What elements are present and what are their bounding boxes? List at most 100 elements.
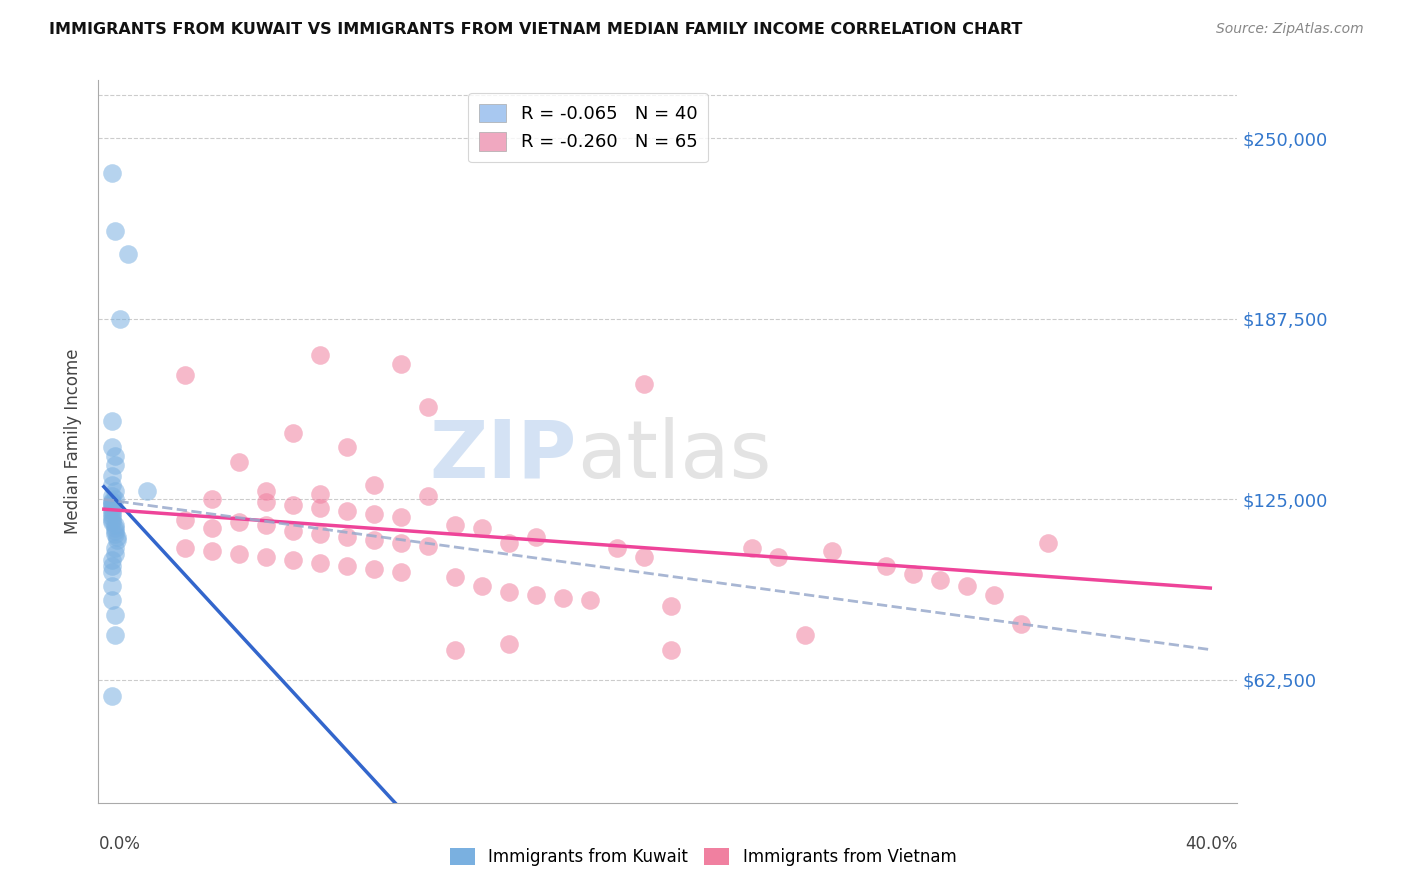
Point [101, 579, 124, 593]
Point [104, 521, 127, 535]
Point [101, 166, 124, 180]
Point [983, 588, 1005, 602]
Point [875, 558, 897, 573]
Point [794, 628, 817, 642]
Point [104, 524, 127, 538]
Point [768, 550, 790, 565]
Point [281, 553, 304, 567]
Point [101, 498, 124, 512]
Point [101, 504, 124, 518]
Point [956, 579, 979, 593]
Point [228, 547, 250, 561]
Point [104, 223, 127, 237]
Point [101, 495, 124, 509]
Point [741, 541, 763, 556]
Point [173, 368, 195, 382]
Point [606, 541, 628, 556]
Point [201, 544, 224, 558]
Point [659, 642, 682, 657]
Point [471, 579, 494, 593]
Point [389, 509, 412, 524]
Point [101, 469, 124, 483]
Point [578, 593, 600, 607]
Point [101, 553, 124, 567]
Point [173, 512, 195, 526]
Point [101, 414, 124, 428]
Point [498, 637, 520, 651]
Y-axis label: Median Family Income: Median Family Income [65, 349, 83, 534]
Text: Source: ZipAtlas.com: Source: ZipAtlas.com [1216, 22, 1364, 37]
Point [389, 535, 412, 549]
Text: 0.0%: 0.0% [98, 835, 141, 854]
Point [104, 541, 127, 556]
Point [108, 311, 131, 326]
Point [498, 535, 520, 549]
Point [281, 425, 304, 440]
Legend: R = -0.065   N = 40, R = -0.260   N = 65: R = -0.065 N = 40, R = -0.260 N = 65 [468, 93, 709, 162]
Point [363, 507, 385, 521]
Point [105, 533, 128, 547]
Point [136, 483, 159, 498]
Point [308, 527, 330, 541]
Text: IMMIGRANTS FROM KUWAIT VS IMMIGRANTS FROM VIETNAM MEDIAN FAMILY INCOME CORRELATI: IMMIGRANTS FROM KUWAIT VS IMMIGRANTS FRO… [49, 22, 1022, 37]
Point [443, 570, 465, 584]
Point [1038, 535, 1060, 549]
Point [101, 507, 124, 521]
Point [254, 518, 277, 533]
Point [254, 495, 277, 509]
Point [101, 509, 124, 524]
Point [363, 533, 385, 547]
Point [416, 490, 439, 504]
Point [201, 521, 224, 535]
Point [336, 530, 359, 544]
Point [633, 376, 655, 391]
Point [281, 498, 304, 512]
Point [101, 440, 124, 454]
Point [104, 607, 127, 622]
Point [173, 541, 195, 556]
Point [254, 483, 277, 498]
Point [524, 588, 547, 602]
Point [416, 400, 439, 414]
Point [1010, 616, 1032, 631]
Point [104, 492, 127, 507]
Point [101, 558, 124, 573]
Point [254, 550, 277, 565]
Point [104, 628, 127, 642]
Point [308, 501, 330, 516]
Point [101, 478, 124, 492]
Point [336, 504, 359, 518]
Point [104, 527, 127, 541]
Point [117, 246, 139, 260]
Point [524, 530, 547, 544]
Point [389, 565, 412, 579]
Point [416, 539, 439, 553]
Point [363, 478, 385, 492]
Point [101, 497, 124, 511]
Point [308, 486, 330, 500]
Point [281, 524, 304, 538]
Point [498, 584, 520, 599]
Point [101, 501, 124, 516]
Text: ZIP: ZIP [429, 417, 576, 495]
Point [104, 547, 127, 561]
Point [551, 591, 574, 605]
Point [101, 512, 124, 526]
Point [903, 567, 925, 582]
Point [336, 558, 359, 573]
Text: atlas: atlas [576, 417, 770, 495]
Point [389, 357, 412, 371]
Point [659, 599, 682, 614]
Point [104, 458, 127, 472]
Point [443, 518, 465, 533]
Point [104, 483, 127, 498]
Point [308, 556, 330, 570]
Point [201, 492, 224, 507]
Point [105, 530, 128, 544]
Point [101, 593, 124, 607]
Point [336, 440, 359, 454]
Point [101, 516, 124, 530]
Point [471, 521, 494, 535]
Point [101, 565, 124, 579]
Point [101, 689, 124, 703]
